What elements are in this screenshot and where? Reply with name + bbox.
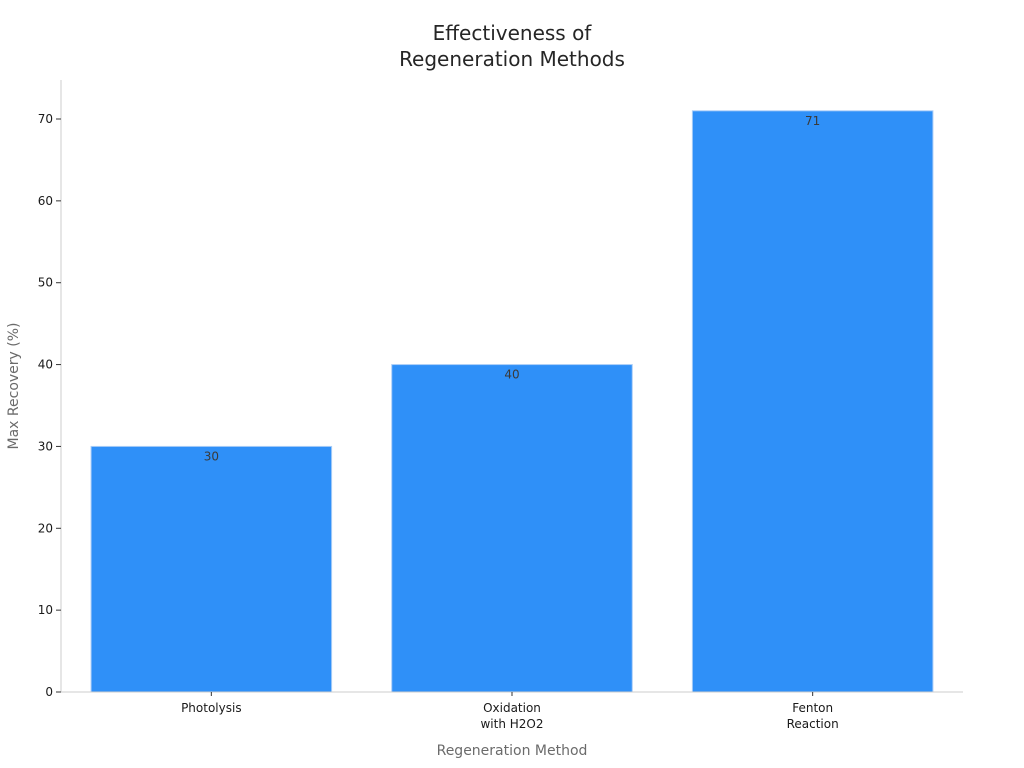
x-tick-label-1: Oxidation with H2O2: [480, 701, 543, 731]
chart-title-line-2: Regeneration Methods: [399, 47, 625, 71]
x-tick-label-2-line-0: Fenton: [792, 701, 833, 715]
y-tick-label-5: 50: [38, 276, 53, 290]
data-label-1: 40: [504, 368, 519, 382]
y-tick-label-1: 10: [38, 603, 53, 617]
chart-title-line-1: Effectiveness of: [433, 21, 593, 45]
y-ticks-layer: 0 10 20 30 40 50 60 70: [38, 112, 61, 699]
x-tick-label-2-line-1: Reaction: [787, 717, 839, 731]
bar-1[interactable]: [391, 364, 633, 693]
x-tick-label-1-line-1: with H2O2: [480, 717, 543, 731]
data-label-2: 71: [805, 114, 820, 128]
data-labels-layer: 30 40 71: [204, 114, 821, 464]
data-label-0: 30: [204, 449, 219, 463]
x-axis-label: Regeneration Method: [437, 743, 588, 759]
y-tick-label-2: 20: [38, 521, 53, 535]
bar-0[interactable]: [90, 445, 333, 693]
bar-2[interactable]: [691, 110, 934, 693]
x-ticks-layer: Photolysis Oxidation with H2O2 Fenton Reacti…: [181, 692, 839, 731]
x-tick-label-2: Fenton Reaction: [787, 701, 839, 731]
y-tick-label-3: 30: [38, 439, 53, 453]
y-axis-label: Max Recovery (%): [6, 323, 22, 450]
y-tick-label-6: 60: [38, 194, 53, 208]
y-tick-label-7: 70: [38, 112, 53, 126]
x-tick-label-0: Photolysis: [181, 701, 242, 715]
y-tick-label-0: 0: [45, 685, 53, 699]
y-tick-label-4: 40: [38, 358, 53, 372]
x-tick-label-0-line-0: Photolysis: [181, 701, 242, 715]
bars-layer: [90, 110, 934, 693]
x-tick-label-1-line-0: Oxidation: [483, 701, 541, 715]
